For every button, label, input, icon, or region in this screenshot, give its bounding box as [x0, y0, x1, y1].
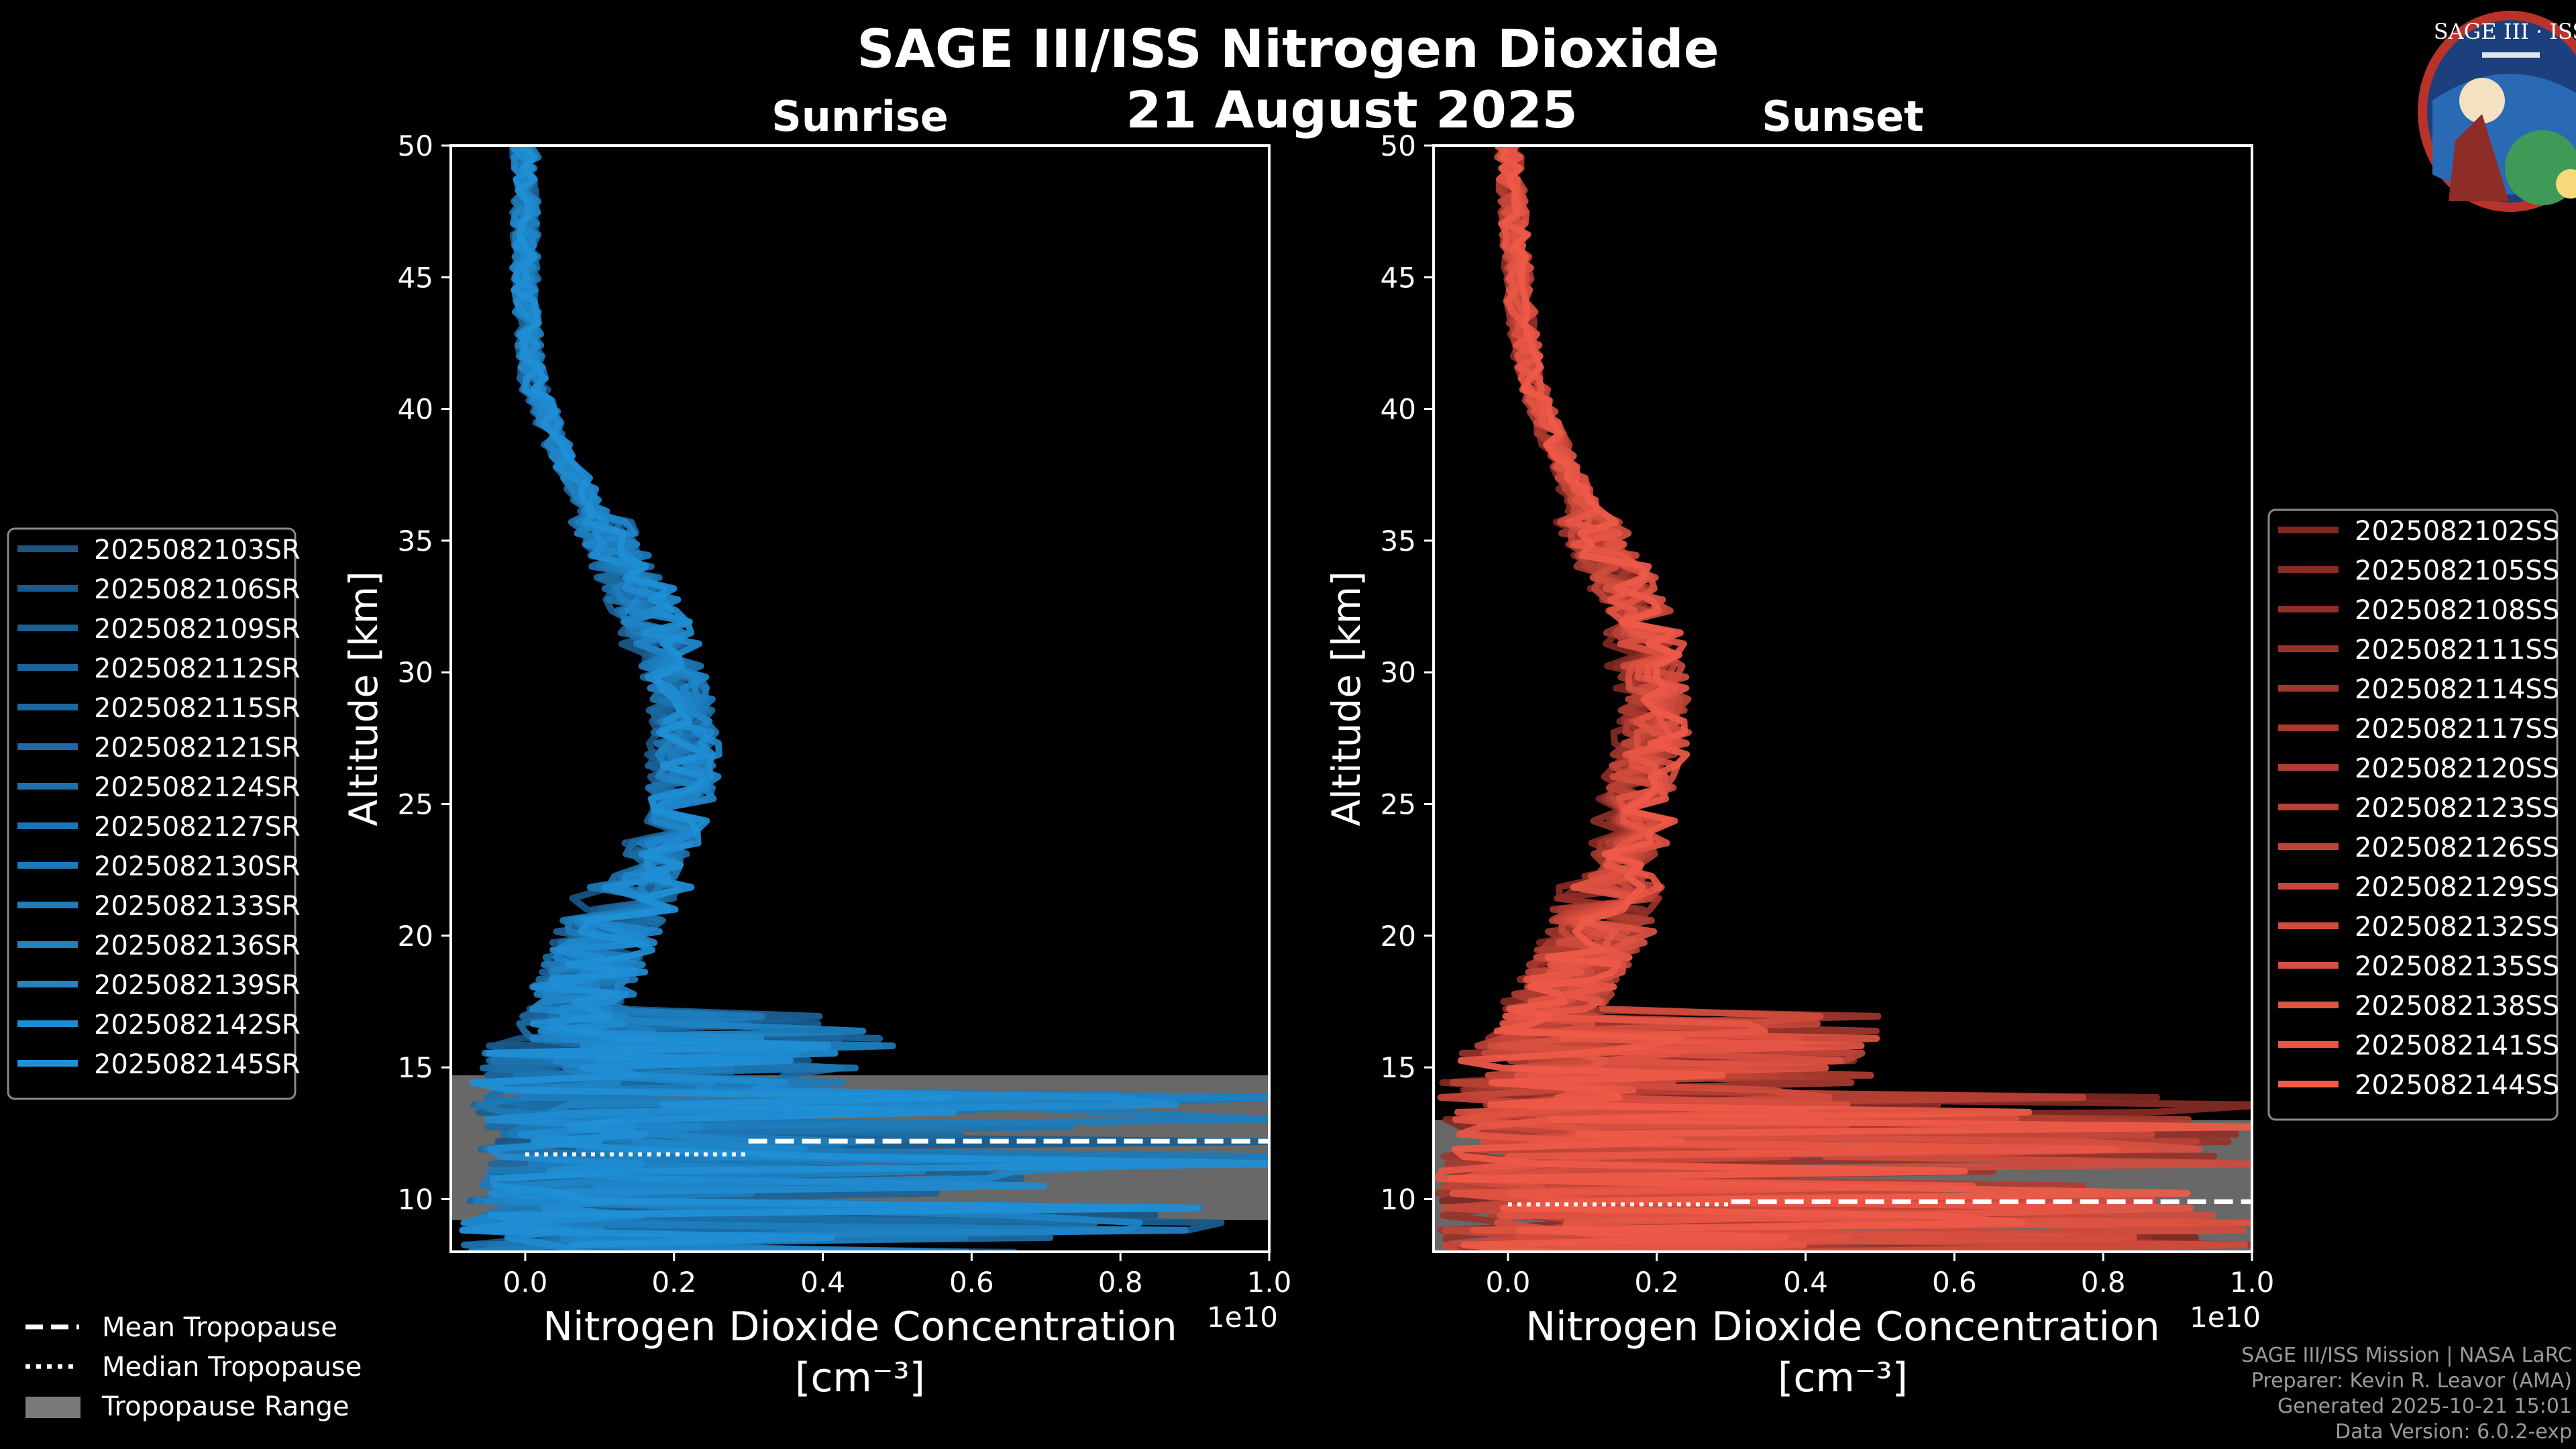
tropopause-range-label: Tropopause Range [101, 1391, 350, 1422]
y-tick-label: 10 [1381, 1183, 1416, 1216]
legend-label: 2025082106SR [94, 574, 301, 605]
legend-label: 2025082114SS [2355, 674, 2559, 705]
x-tick-label: 1.0 [1247, 1266, 1292, 1299]
x-axis-label: Nitrogen Dioxide Concentration [543, 1303, 1177, 1350]
x-tick-label: 0.4 [1783, 1266, 1828, 1299]
legend-label: 2025082126SS [2355, 833, 2559, 863]
legend-label: 2025082112SR [94, 653, 301, 684]
x-tick-label: 0.4 [800, 1266, 845, 1299]
legend-label: 2025082142SR [94, 1010, 301, 1040]
x-tick-label: 0.8 [2081, 1266, 2126, 1299]
legend-label: 2025082121SR [94, 733, 301, 763]
y-tick-label: 20 [398, 920, 433, 953]
x-axis-unit: [cm⁻³] [1778, 1354, 1908, 1401]
chart-panel-sunset: 10 15 20 25 30 35 40 45 50 0.0 0.2 0.4 0.6 0.8 1.01e10… [1324, 92, 2559, 1401]
tropopause-range-swatch [25, 1397, 80, 1418]
logo-text: SAGE III · ISS [2434, 19, 2576, 44]
x-tick-label: 0.0 [503, 1266, 548, 1299]
chart-panel-sunrise: 10 15 20 25 30 35 40 45 50 0.0 0.2 0.4 0.6 0.8 1.01e10… [7, 92, 1292, 1401]
legend-label: 2025082130SR [94, 851, 301, 882]
legend-label: 2025082129SS [2355, 872, 2559, 903]
legend-label: 2025082115SR [94, 693, 301, 724]
x-tick-label: 0.2 [1634, 1266, 1679, 1299]
legend-box [7, 527, 297, 1100]
y-tick-label: 25 [1381, 788, 1416, 821]
x-tick-label: 0.6 [1932, 1266, 1977, 1299]
y-tick-label: 25 [398, 788, 433, 821]
panel-title: Sunset [1762, 92, 1924, 141]
y-axis-label: Altitude [km] [341, 571, 386, 826]
legend-label: 2025082136SR [94, 930, 301, 961]
plot-frame [1432, 144, 2253, 1253]
figure-date: 21 August 2025 [1126, 80, 1577, 140]
x-tick-label: 0.2 [651, 1266, 696, 1299]
y-axis-label: Altitude [km] [1324, 571, 1369, 826]
x-tick-label: 0.8 [1098, 1266, 1143, 1299]
y-tick-label: 45 [398, 261, 433, 294]
x-tick-label: 1.0 [2230, 1266, 2275, 1299]
legend-label: 2025082108SS [2355, 595, 2559, 626]
profile-line-2025082142SR [484, 146, 1179, 1252]
y-tick-label: 15 [1381, 1051, 1416, 1084]
y-tick-label: 30 [398, 656, 433, 689]
y-tick-label: 50 [398, 129, 433, 162]
figure-title: SAGE III/ISS Nitrogen Dioxide [857, 19, 1719, 80]
legend-label: 2025082145SR [94, 1049, 301, 1080]
y-tick-label: 15 [398, 1051, 433, 1084]
series-legend-sunrise: 2025082103SR 2025082106SR 2025082109SR 2025… [7, 527, 301, 1100]
legend-label: 2025082105SS [2355, 555, 2559, 586]
y-tick-label: 40 [398, 393, 433, 426]
y-tick-label: 35 [1381, 525, 1416, 557]
profile-line-2025082145SR [459, 146, 1269, 1252]
credit-data-version: Data Version: 6.0.2-exp [2334, 1420, 2572, 1444]
y-tick-label: 50 [1381, 129, 1416, 162]
y-tick-label: 35 [398, 525, 433, 557]
x-axis-unit: [cm⁻³] [795, 1354, 925, 1401]
legend-label: 2025082132SS [2355, 912, 2559, 943]
credit-generated: Generated 2025-10-21 15:01 [2277, 1395, 2572, 1418]
legend-label: 2025082133SR [94, 891, 301, 922]
legend-label: 2025082117SS [2355, 714, 2559, 745]
y-tick-label: 10 [398, 1183, 433, 1216]
legend-label: 2025082120SS [2355, 753, 2559, 784]
plot-frame [449, 144, 1271, 1253]
x-multiplier-label: 1e10 [2190, 1301, 2261, 1334]
legend-box [2267, 508, 2559, 1121]
legend-label: 2025082124SR [94, 772, 301, 803]
legend-label: 2025082141SS [2355, 1030, 2559, 1061]
legend-label: 2025082139SR [94, 970, 301, 1001]
series-legend-sunset: 2025082102SS 2025082105SS 2025082108SS 2025… [2267, 508, 2559, 1121]
plot-area [1434, 146, 2252, 1252]
legend-label: 2025082102SS [2355, 516, 2559, 547]
legend-label: 2025082138SS [2355, 991, 2559, 1022]
profile-line-2025082144SS [1448, 146, 2252, 1252]
tropopause-legend: Mean Tropopause Median Tropopause Tropop… [25, 1312, 362, 1422]
median-tropopause-label: Median Tropopause [102, 1352, 362, 1383]
x-multiplier-label: 1e10 [1207, 1301, 1278, 1334]
mean-tropopause-label: Mean Tropopause [102, 1312, 337, 1343]
plot-area [451, 146, 1269, 1252]
credit-mission: SAGE III/ISS Mission | NASA LaRC [2241, 1344, 2572, 1367]
legend-label: 2025082103SR [94, 535, 301, 566]
panel-title: Sunrise [771, 92, 949, 141]
legend-label: 2025082111SS [2355, 635, 2559, 665]
legend-label: 2025082135SS [2355, 951, 2559, 982]
y-tick-label: 45 [1381, 261, 1416, 294]
y-tick-label: 20 [1381, 920, 1416, 953]
legend-label: 2025082144SS [2355, 1070, 2559, 1101]
y-tick-label: 30 [1381, 656, 1416, 689]
legend-label: 2025082123SS [2355, 793, 2559, 824]
y-tick-label: 40 [1381, 393, 1416, 426]
x-axis-label: Nitrogen Dioxide Concentration [1525, 1303, 2160, 1350]
legend-label: 2025082109SR [94, 614, 301, 645]
credit-preparer: Preparer: Kevin R. Leavor (AMA) [2251, 1369, 2572, 1393]
x-tick-label: 0.0 [1486, 1266, 1531, 1299]
x-tick-label: 0.6 [949, 1266, 994, 1299]
legend-label: 2025082127SR [94, 812, 301, 843]
sage-iss-mission-logo: SAGE III · ISS [2418, 11, 2576, 212]
